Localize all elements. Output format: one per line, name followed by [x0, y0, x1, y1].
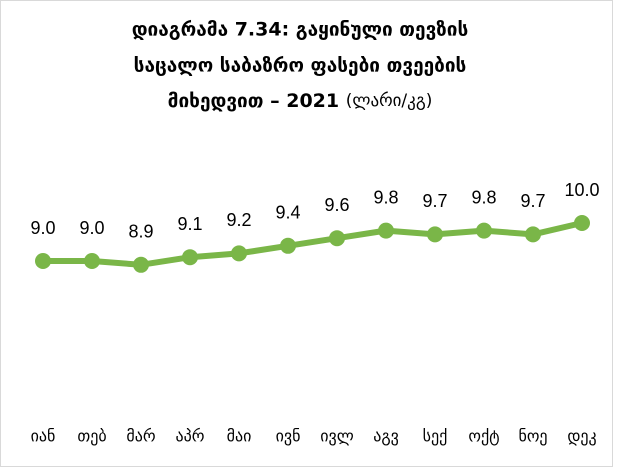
data-line	[43, 220, 583, 268]
data-point	[84, 253, 100, 269]
chart-title: დიაგრამა 7.34: გაყინული თევზის	[132, 19, 469, 41]
value-label: 9.7	[422, 191, 447, 211]
x-tick-label: აგვ	[373, 427, 399, 446]
x-tick-label: ივნ	[276, 427, 301, 446]
x-tick-label: მარ	[126, 427, 155, 446]
x-tick-label: სექ	[423, 427, 448, 446]
data-point	[574, 215, 590, 231]
data-point	[525, 226, 541, 243]
data-point	[329, 230, 345, 247]
value-label: 9.8	[471, 187, 496, 207]
x-tick-label: თებ	[77, 427, 106, 446]
data-point	[378, 222, 394, 239]
unit-label: (ლარი/კგ)	[346, 91, 433, 111]
x-tick-label: აპრ	[176, 427, 205, 446]
x-tick-label: ივლ	[320, 427, 354, 446]
value-label: 9.2	[226, 210, 251, 230]
chart-title: საცალო საბაზრო ფასები თვეების	[134, 55, 467, 77]
x-tick-label: დეკ	[567, 427, 596, 446]
data-point	[35, 253, 51, 269]
value-label: 9.8	[373, 187, 398, 207]
value-label: 9.4	[275, 203, 300, 223]
data-point	[280, 237, 296, 254]
x-tick-label: იან	[31, 427, 56, 446]
chart-title: მიხედვით – 2021	[168, 90, 339, 112]
x-tick-label: ნოე	[518, 427, 547, 446]
chart-title: მიხედვით – 2021 (ლარი/კგ)	[168, 90, 433, 112]
data-point	[182, 249, 198, 266]
data-point	[133, 256, 149, 273]
x-tick-label: ოქტ	[468, 427, 499, 446]
value-label: 9.6	[324, 195, 349, 215]
value-label: 8.9	[128, 222, 153, 242]
value-label: 9.0	[30, 218, 55, 238]
value-label: 10.0	[564, 180, 599, 200]
data-point	[427, 226, 443, 243]
value-label: 9.1	[177, 214, 202, 234]
value-label: 9.0	[79, 218, 104, 238]
data-point	[231, 245, 247, 262]
data-point	[476, 222, 492, 239]
x-tick-label: მაი	[227, 427, 252, 446]
value-label: 9.7	[520, 191, 545, 211]
